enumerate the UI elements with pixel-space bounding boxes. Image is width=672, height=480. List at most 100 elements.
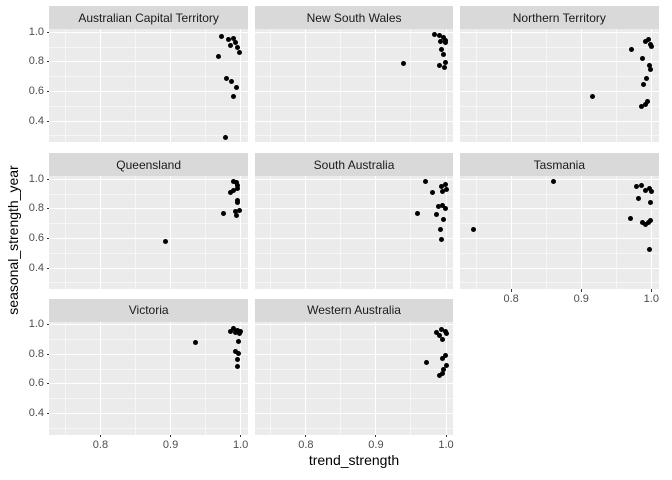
gridline-major-horizontal [460,120,659,122]
gridline-major-vertical [240,29,242,142]
gridline-minor-vertical [135,29,136,142]
data-point [440,203,446,209]
data-point [234,357,240,363]
gridline-major-vertical [240,176,242,289]
facet-strip-label: Australian Capital Territory [78,10,219,25]
data-point [634,183,640,189]
data-point [234,197,240,203]
gridline-major-horizontal [460,61,659,63]
data-point [235,200,241,206]
facet-strip: Queensland [49,153,248,176]
x-tick-label: 1.0 [643,293,659,305]
data-point [648,217,654,223]
data-point [228,190,234,196]
gridline-major-vertical [375,176,377,289]
y-tick-label: 0.6 [28,377,44,390]
gridline-major-vertical [650,176,652,289]
gridline-minor-vertical [545,29,547,142]
gridline-major-horizontal [49,353,248,355]
data-point [642,187,648,193]
data-point [443,363,449,369]
gridline-major-horizontal [49,237,248,239]
data-point [646,37,652,43]
facet-panel [460,176,659,289]
gridline-major-horizontal [49,90,248,92]
data-point [443,186,449,192]
gridline-major-horizontal [49,267,248,269]
gridline-minor-horizontal [460,46,659,48]
facet-strip: Victoria [49,298,248,322]
gridline-minor-horizontal [254,76,454,78]
x-tick-label: 0.9 [573,293,589,305]
facet-panel [254,321,454,435]
gridline-minor-horizontal [49,339,248,341]
gridline-major-vertical [445,29,447,142]
gridline-minor-vertical [475,29,477,142]
x-tick-mark [580,289,582,292]
gridline-major-horizontal [49,383,248,385]
gridline-major-vertical [305,321,307,435]
data-point [639,182,645,188]
data-point [227,42,233,48]
data-point [225,37,231,43]
data-point [429,190,435,196]
x-tick-mark [99,434,101,438]
gridline-major-horizontal [460,237,659,239]
gridline-minor-horizontal [49,398,248,400]
data-point [642,39,648,45]
facet-strip: Australian Capital Territory [49,6,248,29]
x-tick-label: 0.9 [368,438,384,451]
gridline-major-horizontal [254,90,454,92]
y-tick-mark [46,178,50,180]
gridline-major-horizontal [254,31,454,33]
gridline-minor-horizontal [49,193,248,195]
data-point [232,329,238,335]
data-point [236,207,242,213]
data-point [644,99,650,105]
y-tick-label: 0.6 [28,84,44,97]
gridline-major-horizontal [49,178,248,180]
data-point [221,211,227,217]
data-point [415,211,421,217]
gridline-major-vertical [510,29,512,142]
y-tick-label: 0.6 [28,231,44,244]
gridline-minor-horizontal [254,368,454,370]
gridline-minor-vertical [205,321,207,435]
gridline-minor-horizontal [49,282,248,284]
data-point [636,196,642,202]
gridline-major-horizontal [460,267,659,269]
gridline-minor-horizontal [49,252,248,254]
data-point [439,236,445,242]
data-point [432,31,438,37]
data-point [436,33,442,39]
gridline-major-horizontal [49,31,248,33]
gridline-minor-vertical [64,321,66,435]
gridline-minor-horizontal [49,135,248,137]
facet-panel [49,321,248,435]
gridline-minor-vertical [135,176,136,289]
data-point [441,217,447,223]
x-tick-mark [240,434,242,438]
data-point [218,34,224,40]
x-tick-label: 1.0 [232,438,249,451]
data-point [628,47,634,53]
x-axis-title: trend_strength [308,452,400,468]
data-point [434,212,440,218]
data-point [231,326,237,332]
gridline-major-horizontal [460,178,659,180]
data-point [223,134,229,140]
facet-panel [49,29,248,142]
facet-strip-label: Northern Territory [512,10,606,25]
gridline-minor-horizontal [460,223,659,225]
gridline-minor-vertical [340,29,342,142]
gridline-major-horizontal [254,413,454,415]
gridline-major-vertical [445,321,447,435]
data-point [439,46,445,52]
gridline-major-horizontal [460,90,659,92]
data-point [550,178,556,184]
data-point [227,328,233,334]
gridline-minor-horizontal [460,252,659,254]
gridline-minor-horizontal [254,46,454,48]
gridline-major-vertical [305,29,307,142]
y-tick-mark [46,324,50,326]
